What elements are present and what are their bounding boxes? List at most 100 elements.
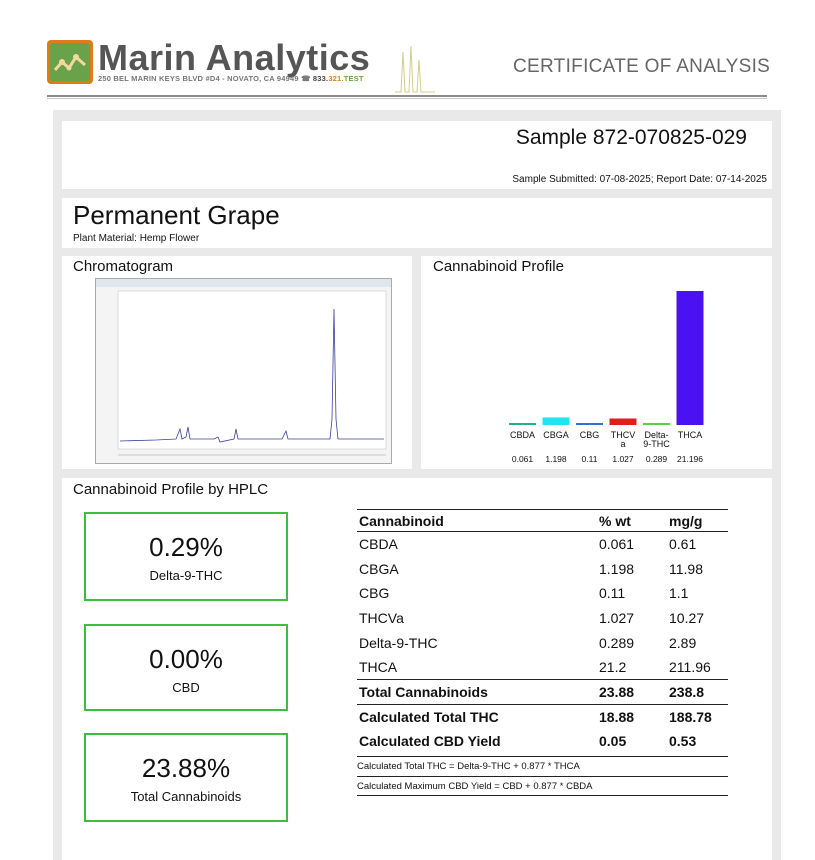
cell-cannabinoid: THCVa: [359, 609, 404, 626]
cell-total-label: Total Cannabinoids: [357, 679, 597, 705]
formula-total-thc: Calculated Total THC = Delta-9-THC + 0.8…: [357, 761, 580, 772]
cell-mg-g: 211.96: [669, 659, 711, 676]
report-header: Marin Analytics 250 BEL MARIN KEYS BLVD …: [0, 0, 815, 100]
cell-total-pct: 18.88: [597, 703, 667, 729]
table-row: CBG 0.11 1.1: [357, 581, 728, 606]
chromatogram-title: Chromatogram: [73, 258, 174, 275]
cell-pct-wt: 0.289: [599, 634, 635, 651]
phone-prefix: 833.: [312, 74, 329, 83]
cell-cannabinoid: THCA: [359, 659, 398, 676]
category-label: THCA: [678, 430, 703, 440]
document-title: CERTIFICATE OF ANALYSIS: [513, 56, 771, 77]
cell-total-pct: 23.88: [597, 679, 667, 705]
value-label: 1.198: [545, 454, 567, 464]
profile-card: Cannabinoid Profile CBDA 0.061 CBGA 1.198 CB…: [421, 256, 772, 469]
value-label: 21.196: [677, 454, 703, 464]
kpi-total-cannabinoids: 23.88% Total Cannabinoids: [84, 733, 288, 822]
bar-cbda: [509, 423, 536, 425]
value-label: 0.11: [582, 454, 598, 464]
cell-total-label: Calculated Total THC: [357, 703, 597, 729]
formula-rule: [357, 795, 728, 796]
phone-mid: 321: [328, 74, 342, 83]
value-label: 0.289: [646, 454, 668, 464]
table-row: Delta-9-THC 0.289 2.89: [357, 630, 728, 655]
category-label: a: [620, 439, 625, 449]
header-rule: [47, 95, 767, 97]
kpi-label: CBD: [172, 680, 200, 695]
hplc-table: Cannabinoid % wt mg/g CBDA 0.061 0.61 CB…: [357, 509, 728, 754]
cell-pct-wt: 0.11: [599, 585, 626, 602]
column-header: % wt: [597, 509, 667, 532]
category-label: CBG: [580, 430, 600, 440]
cell-cannabinoid: CBG: [359, 585, 390, 602]
kpi-delta9-thc: 0.29% Delta-9-THC: [84, 512, 288, 601]
kpi-value: 0.29%: [149, 532, 223, 562]
cell-pct-wt: 1.198: [599, 560, 635, 577]
cell-pct-wt: 1.027: [599, 609, 635, 626]
phone-icon: ☎: [301, 74, 313, 83]
phone-suffix: .TEST: [341, 74, 364, 83]
lab-address: 250 BEL MARIN KEYS BLVD #D4 - NOVATO, CA…: [98, 74, 364, 83]
category-label: 9-THC: [643, 439, 670, 449]
cell-mg-g: 11.98: [669, 560, 703, 577]
profile-title: Cannabinoid Profile: [433, 258, 564, 275]
table-row: THCA 21.2 211.96: [357, 655, 728, 680]
cell-mg-g: 0.61: [669, 536, 697, 553]
cannabinoid-profile-chart: CBDA 0.061 CBGA 1.198 CBG 0.11 THCVa 1.027 Delta…: [509, 291, 704, 464]
cell-total-label: Calculated CBD Yield: [359, 733, 501, 750]
address-text: 250 BEL MARIN KEYS BLVD #D4 - NOVATO, CA…: [98, 74, 299, 83]
column-header: mg/g: [667, 509, 728, 532]
kpi-label: Total Cannabinoids: [130, 789, 242, 804]
product-card: Permanent Grape Plant Material: Hemp Flo…: [62, 198, 772, 248]
kpi-value: 0.00%: [149, 644, 223, 674]
cell-pct-wt: 21.2: [599, 659, 627, 676]
category-label: Delta-: [644, 430, 668, 440]
brand-name: Marin Analytics: [98, 37, 371, 78]
marin-logo-icon: [47, 40, 93, 84]
hplc-title: Cannabinoid Profile by HPLC: [73, 481, 269, 498]
kpi-cbd: 0.00% CBD: [84, 624, 288, 711]
category-label: CBGA: [543, 430, 569, 440]
value-label: 0.061: [512, 454, 534, 464]
formula-rule: [357, 756, 728, 757]
cell-pct-wt: 0.061: [599, 536, 635, 553]
table-header-row: Cannabinoid % wt mg/g: [357, 509, 728, 532]
kpi-label: Delta-9-THC: [149, 568, 223, 583]
cell-mg-g: 1.1: [669, 585, 689, 602]
chromatogram-peaks-icon: [395, 45, 435, 93]
chromatogram-card: Chromatogram: [62, 256, 412, 469]
product-name: Permanent Grape: [73, 200, 280, 230]
plant-material: Plant Material: Hemp Flower: [73, 233, 200, 244]
table-row: THCVa 1.027 10.27: [357, 606, 728, 631]
cell-total-mg: 188.78: [667, 703, 728, 729]
bar-thca: [676, 291, 704, 425]
sample-dates: Sample Submitted: 07-08-2025; Report Dat…: [512, 174, 767, 185]
bar-cbga: [542, 417, 570, 425]
cell-cannabinoid: Delta-9-THC: [359, 634, 438, 651]
value-label: 1.027: [612, 454, 634, 464]
sample-card: Sample 872-070825-029 Sample Submitted: …: [62, 121, 772, 189]
bar-thcva: [609, 418, 637, 425]
column-header: Cannabinoid: [357, 509, 597, 532]
total-row: Calculated CBD Yield 0.05 0.53: [357, 729, 728, 754]
table-row: CBDA 0.061 0.61: [357, 532, 728, 557]
cell-mg-g: 10.27: [669, 609, 705, 626]
total-row: Calculated Total THC 18.88 188.78: [357, 703, 728, 729]
bar-delta-9-thc: [643, 423, 670, 425]
cell-total-pct: 0.05: [599, 733, 627, 750]
chromatogram-image: [95, 278, 392, 464]
kpi-value: 23.88%: [141, 753, 231, 783]
cell-total-mg: 0.53: [669, 733, 697, 750]
cell-mg-g: 2.89: [669, 634, 697, 651]
sample-id: Sample 872-070825-029: [515, 126, 747, 149]
cell-cannabinoid: CBGA: [359, 560, 399, 577]
total-row: Total Cannabinoids 23.88 238.8: [357, 679, 728, 705]
header-rule-thin: [47, 98, 767, 99]
cell-total-mg: 238.8: [667, 679, 728, 705]
formula-rule: [357, 776, 728, 777]
category-label: CBDA: [510, 430, 535, 440]
bar-cbg: [576, 423, 603, 425]
table-row: CBGA 1.198 11.98: [357, 556, 728, 581]
cell-cannabinoid: CBDA: [359, 536, 398, 553]
category-label: THCV: [611, 430, 636, 440]
